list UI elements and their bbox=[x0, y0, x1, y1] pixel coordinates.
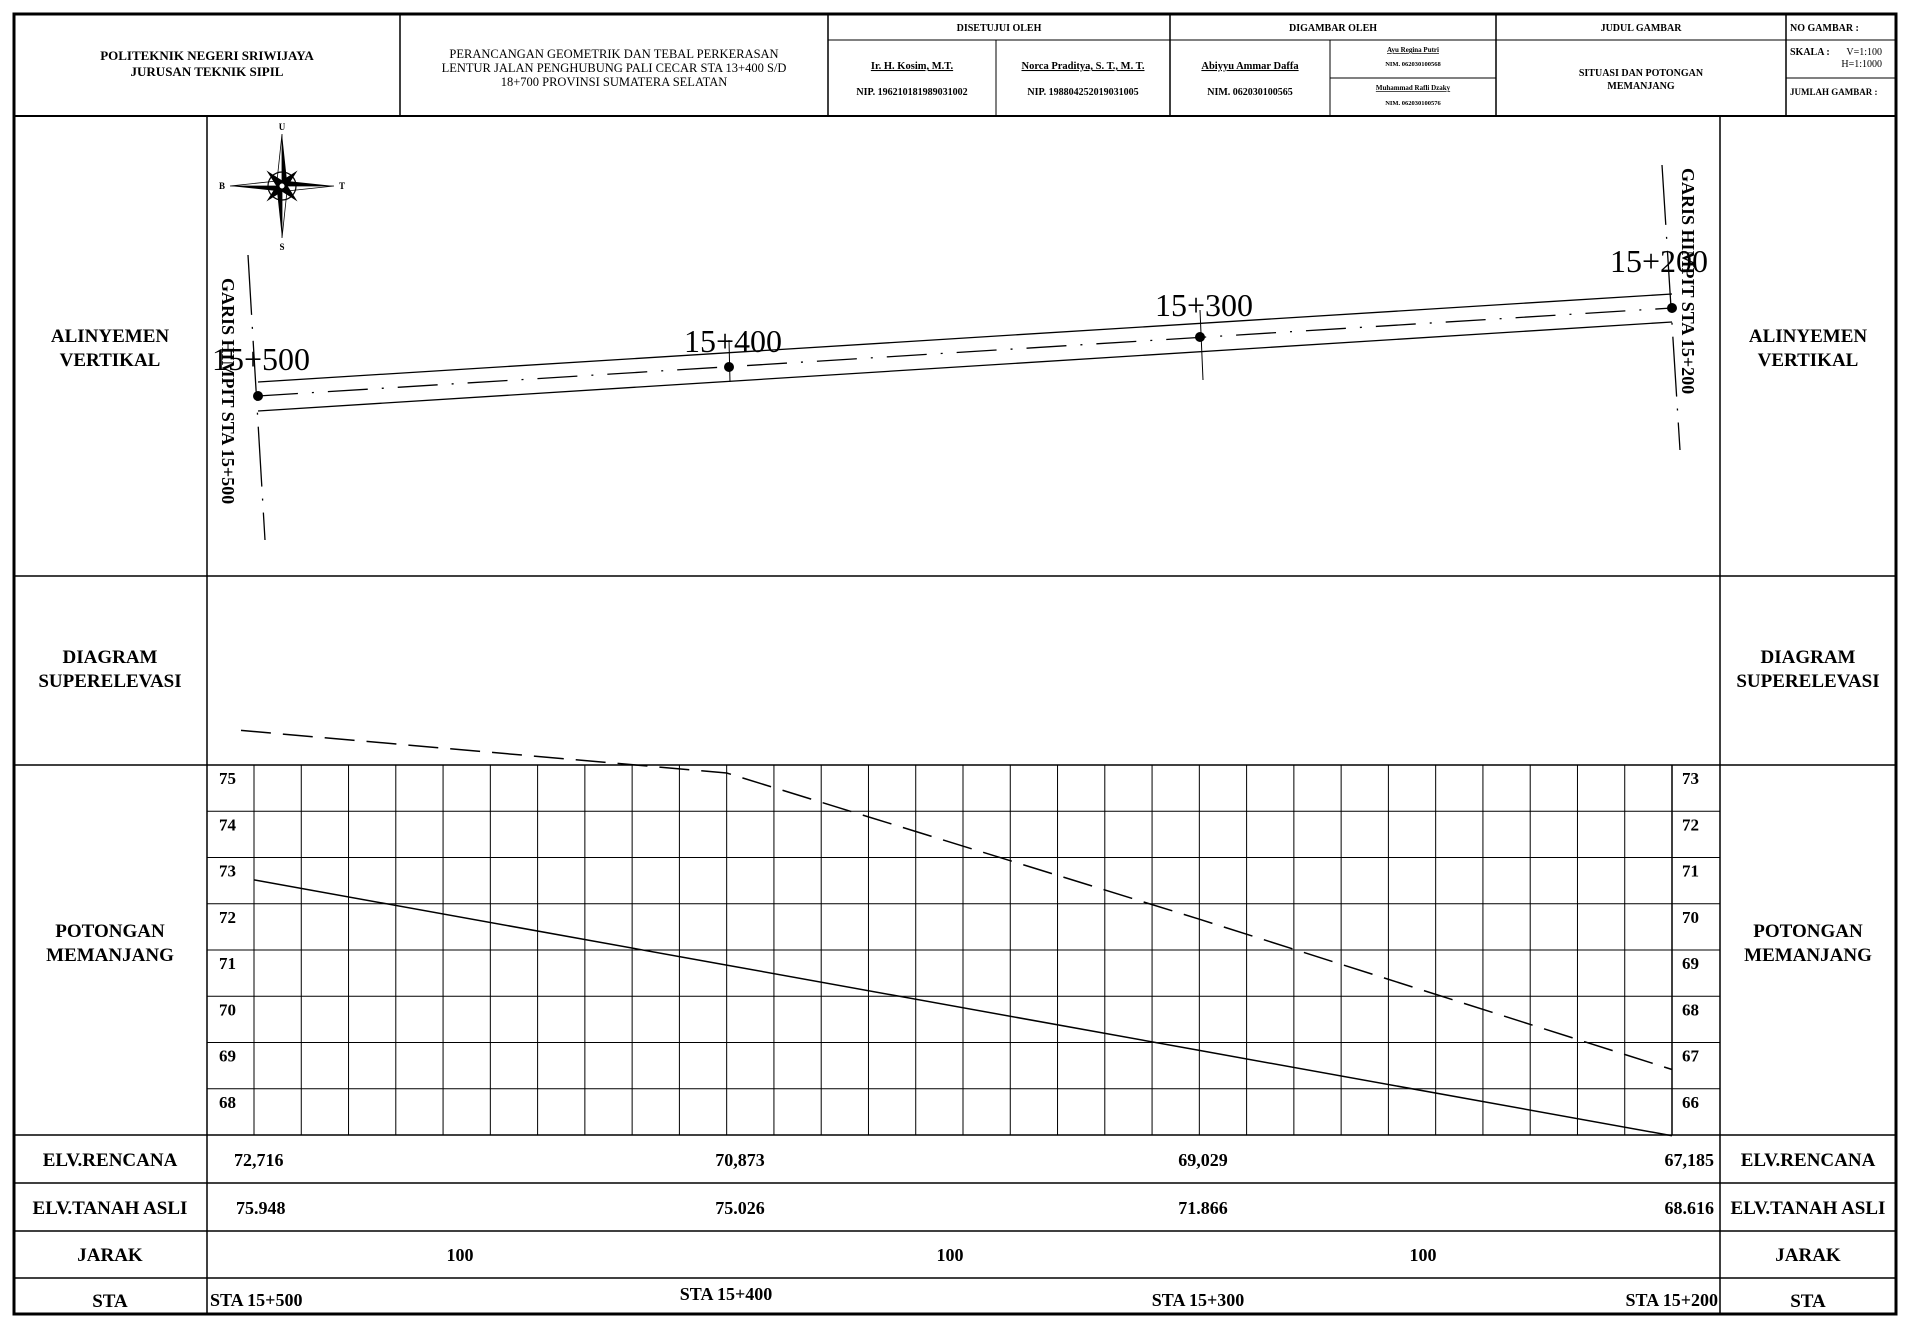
compass-west: B bbox=[219, 181, 225, 191]
drawing-title-line-2: MEMANJANG bbox=[1607, 81, 1674, 92]
elv-tanah-value: 75.948 bbox=[236, 1198, 286, 1218]
drawer-3-nim: NIM. 062030100576 bbox=[1385, 100, 1441, 107]
left-axis-tick: 74 bbox=[219, 815, 237, 834]
row-label-potongan-1: POTONGAN bbox=[55, 921, 165, 942]
approver-1-nip: NIP. 196210181989031002 bbox=[856, 87, 967, 98]
garis-himpit-right: GARIS HIMPIT STA 15+200 bbox=[1678, 168, 1698, 394]
right-axis-tick: 67 bbox=[1682, 1047, 1700, 1066]
road-alignment bbox=[247, 164, 1681, 541]
row-label-alinyemen-2: VERTIKAL bbox=[60, 350, 161, 371]
sta-value: STA 15+200 bbox=[1626, 1290, 1718, 1310]
main-frame bbox=[14, 116, 1896, 1314]
row-label-superelevasi-2: SUPERELEVASI bbox=[38, 671, 181, 692]
right-axis-tick: 69 bbox=[1682, 954, 1699, 973]
row-label-alinyemen-right-1: ALINYEMEN bbox=[1749, 326, 1868, 347]
right-axis-tick: 68 bbox=[1682, 1000, 1699, 1019]
elv-rencana-value: 70,873 bbox=[715, 1150, 765, 1170]
plan-station-1: 15+500 bbox=[212, 341, 310, 377]
drawer-1-nim: NIM. 062030100565 bbox=[1207, 87, 1293, 98]
jarak-value: 100 bbox=[1410, 1245, 1437, 1265]
left-axis-tick: 70 bbox=[219, 1000, 236, 1019]
scale-label: SKALA : bbox=[1790, 47, 1830, 58]
right-axis-tick: 66 bbox=[1682, 1093, 1699, 1112]
row-label-sta: STA bbox=[92, 1291, 128, 1312]
left-axis-tick: 73 bbox=[219, 862, 236, 881]
left-axis-tick: 72 bbox=[219, 908, 236, 927]
row-label-elv-tanah-right: ELV.TANAH ASLI bbox=[1731, 1198, 1886, 1219]
sta-value: STA 15+400 bbox=[680, 1284, 772, 1304]
compass-north: U bbox=[279, 122, 286, 132]
left-axis-tick: 75 bbox=[219, 769, 236, 788]
drawing-title-header: JUDUL GAMBAR bbox=[1601, 23, 1683, 34]
scale-vertical: V=1:100 bbox=[1846, 47, 1882, 58]
plan-station-4: 15+200 bbox=[1610, 243, 1708, 279]
row-label-superelevasi-1: DIAGRAM bbox=[63, 647, 158, 668]
row-label-potongan-right-2: MEMANJANG bbox=[1744, 945, 1872, 966]
sta-value: STA 15+300 bbox=[1152, 1290, 1244, 1310]
right-axis-tick: 71 bbox=[1682, 862, 1699, 881]
row-label-potongan-right-1: POTONGAN bbox=[1753, 921, 1863, 942]
left-axis-tick: 71 bbox=[219, 954, 236, 973]
left-axis-tick: 69 bbox=[219, 1047, 236, 1066]
garis-himpit-left: GARIS HIMPIT STA 15+500 bbox=[218, 278, 238, 504]
table-values: 72,716 70,873 69,029 67,185 75.948 75.026 71.8… bbox=[210, 1150, 1718, 1310]
profile-lines bbox=[240, 729, 1673, 1137]
drawn-header: DIGAMBAR OLEH bbox=[1289, 23, 1377, 34]
row-label-sta-right: STA bbox=[1790, 1291, 1826, 1312]
jarak-value: 100 bbox=[937, 1245, 964, 1265]
compass-rose-icon: U S B T bbox=[219, 122, 345, 252]
plan-station-3: 15+300 bbox=[1155, 287, 1253, 323]
right-axis-tick: 72 bbox=[1682, 815, 1699, 834]
compass-east: T bbox=[339, 181, 345, 191]
left-axis-tick: 68 bbox=[219, 1093, 236, 1112]
design-grade-line bbox=[253, 879, 1673, 1137]
total-drawings-label: JUMLAH GAMBAR : bbox=[1790, 87, 1878, 97]
project-line-3: 18+700 PROVINSI SUMATERA SELATAN bbox=[501, 75, 728, 89]
row-label-jarak: JARAK bbox=[77, 1245, 143, 1266]
project-line-1: PERANCANGAN GEOMETRIK DAN TEBAL PERKERAS… bbox=[449, 47, 778, 61]
elv-rencana-value: 67,185 bbox=[1665, 1150, 1715, 1170]
jarak-value: 100 bbox=[447, 1245, 474, 1265]
approver-1-name: Ir. H. Kosim, M.T. bbox=[871, 61, 954, 72]
right-axis-tick: 70 bbox=[1682, 908, 1699, 927]
elv-rencana-value: 69,029 bbox=[1178, 1150, 1228, 1170]
elv-tanah-value: 71.866 bbox=[1178, 1198, 1228, 1218]
approved-header: DISETUJUI OLEH bbox=[957, 23, 1042, 34]
row-label-potongan-2: MEMANJANG bbox=[46, 945, 174, 966]
row-label-elv-rencana: ELV.RENCANA bbox=[43, 1150, 178, 1171]
scale-horizontal: H=1:1000 bbox=[1841, 59, 1882, 70]
elv-rencana-value: 72,716 bbox=[234, 1150, 284, 1170]
row-label-alinyemen-right-2: VERTIKAL bbox=[1758, 350, 1859, 371]
profile-grid bbox=[207, 765, 1720, 1135]
sta-value: STA 15+500 bbox=[210, 1290, 302, 1310]
drawing-title-line-1: SITUASI DAN POTONGAN bbox=[1579, 68, 1704, 79]
elv-tanah-value: 68.616 bbox=[1665, 1198, 1715, 1218]
drawer-2-name: Ayu Regina Putri bbox=[1387, 46, 1439, 54]
project-line-2: LENTUR JALAN PENGHUBUNG PALI CECAR STA 1… bbox=[442, 61, 787, 75]
row-label-superelevasi-right-2: SUPERELEVASI bbox=[1736, 671, 1879, 692]
row-label-superelevasi-right-1: DIAGRAM bbox=[1761, 647, 1856, 668]
plan-station-2: 15+400 bbox=[684, 323, 782, 359]
approver-2-name: Norca Praditya, S. T., M. T. bbox=[1022, 61, 1145, 72]
row-label-elv-tanah: ELV.TANAH ASLI bbox=[33, 1198, 188, 1219]
elv-tanah-value: 75.026 bbox=[715, 1198, 765, 1218]
row-label-elv-rencana-right: ELV.RENCANA bbox=[1741, 1150, 1876, 1171]
compass-south: S bbox=[279, 242, 284, 252]
institution-line-1: POLITEKNIK NEGERI SRIWIJAYA bbox=[100, 48, 314, 63]
sheet-border bbox=[12, 12, 1898, 1316]
drawer-3-name: Muhammad Rafli Dzaky bbox=[1376, 84, 1451, 92]
title-block bbox=[14, 14, 1896, 117]
institution-line-2: JURUSAN TEKNIK SIPIL bbox=[131, 64, 284, 79]
existing-ground-line bbox=[240, 729, 1673, 1071]
drawing-number-label: NO GAMBAR : bbox=[1790, 23, 1859, 34]
drawer-1-name: Abiyyu Ammar Daffa bbox=[1201, 61, 1299, 72]
right-axis-tick: 73 bbox=[1682, 769, 1699, 788]
row-label-jarak-right: JARAK bbox=[1775, 1245, 1841, 1266]
drawer-2-nim: NIM. 062030100568 bbox=[1385, 61, 1441, 68]
row-label-alinyemen-1: ALINYEMEN bbox=[51, 326, 170, 347]
approver-2-nip: NIP. 198804252019031005 bbox=[1027, 87, 1138, 98]
profile-ticks: 75 74 73 72 71 70 69 68 73 72 71 70 69 68 67 66 bbox=[219, 769, 1700, 1112]
